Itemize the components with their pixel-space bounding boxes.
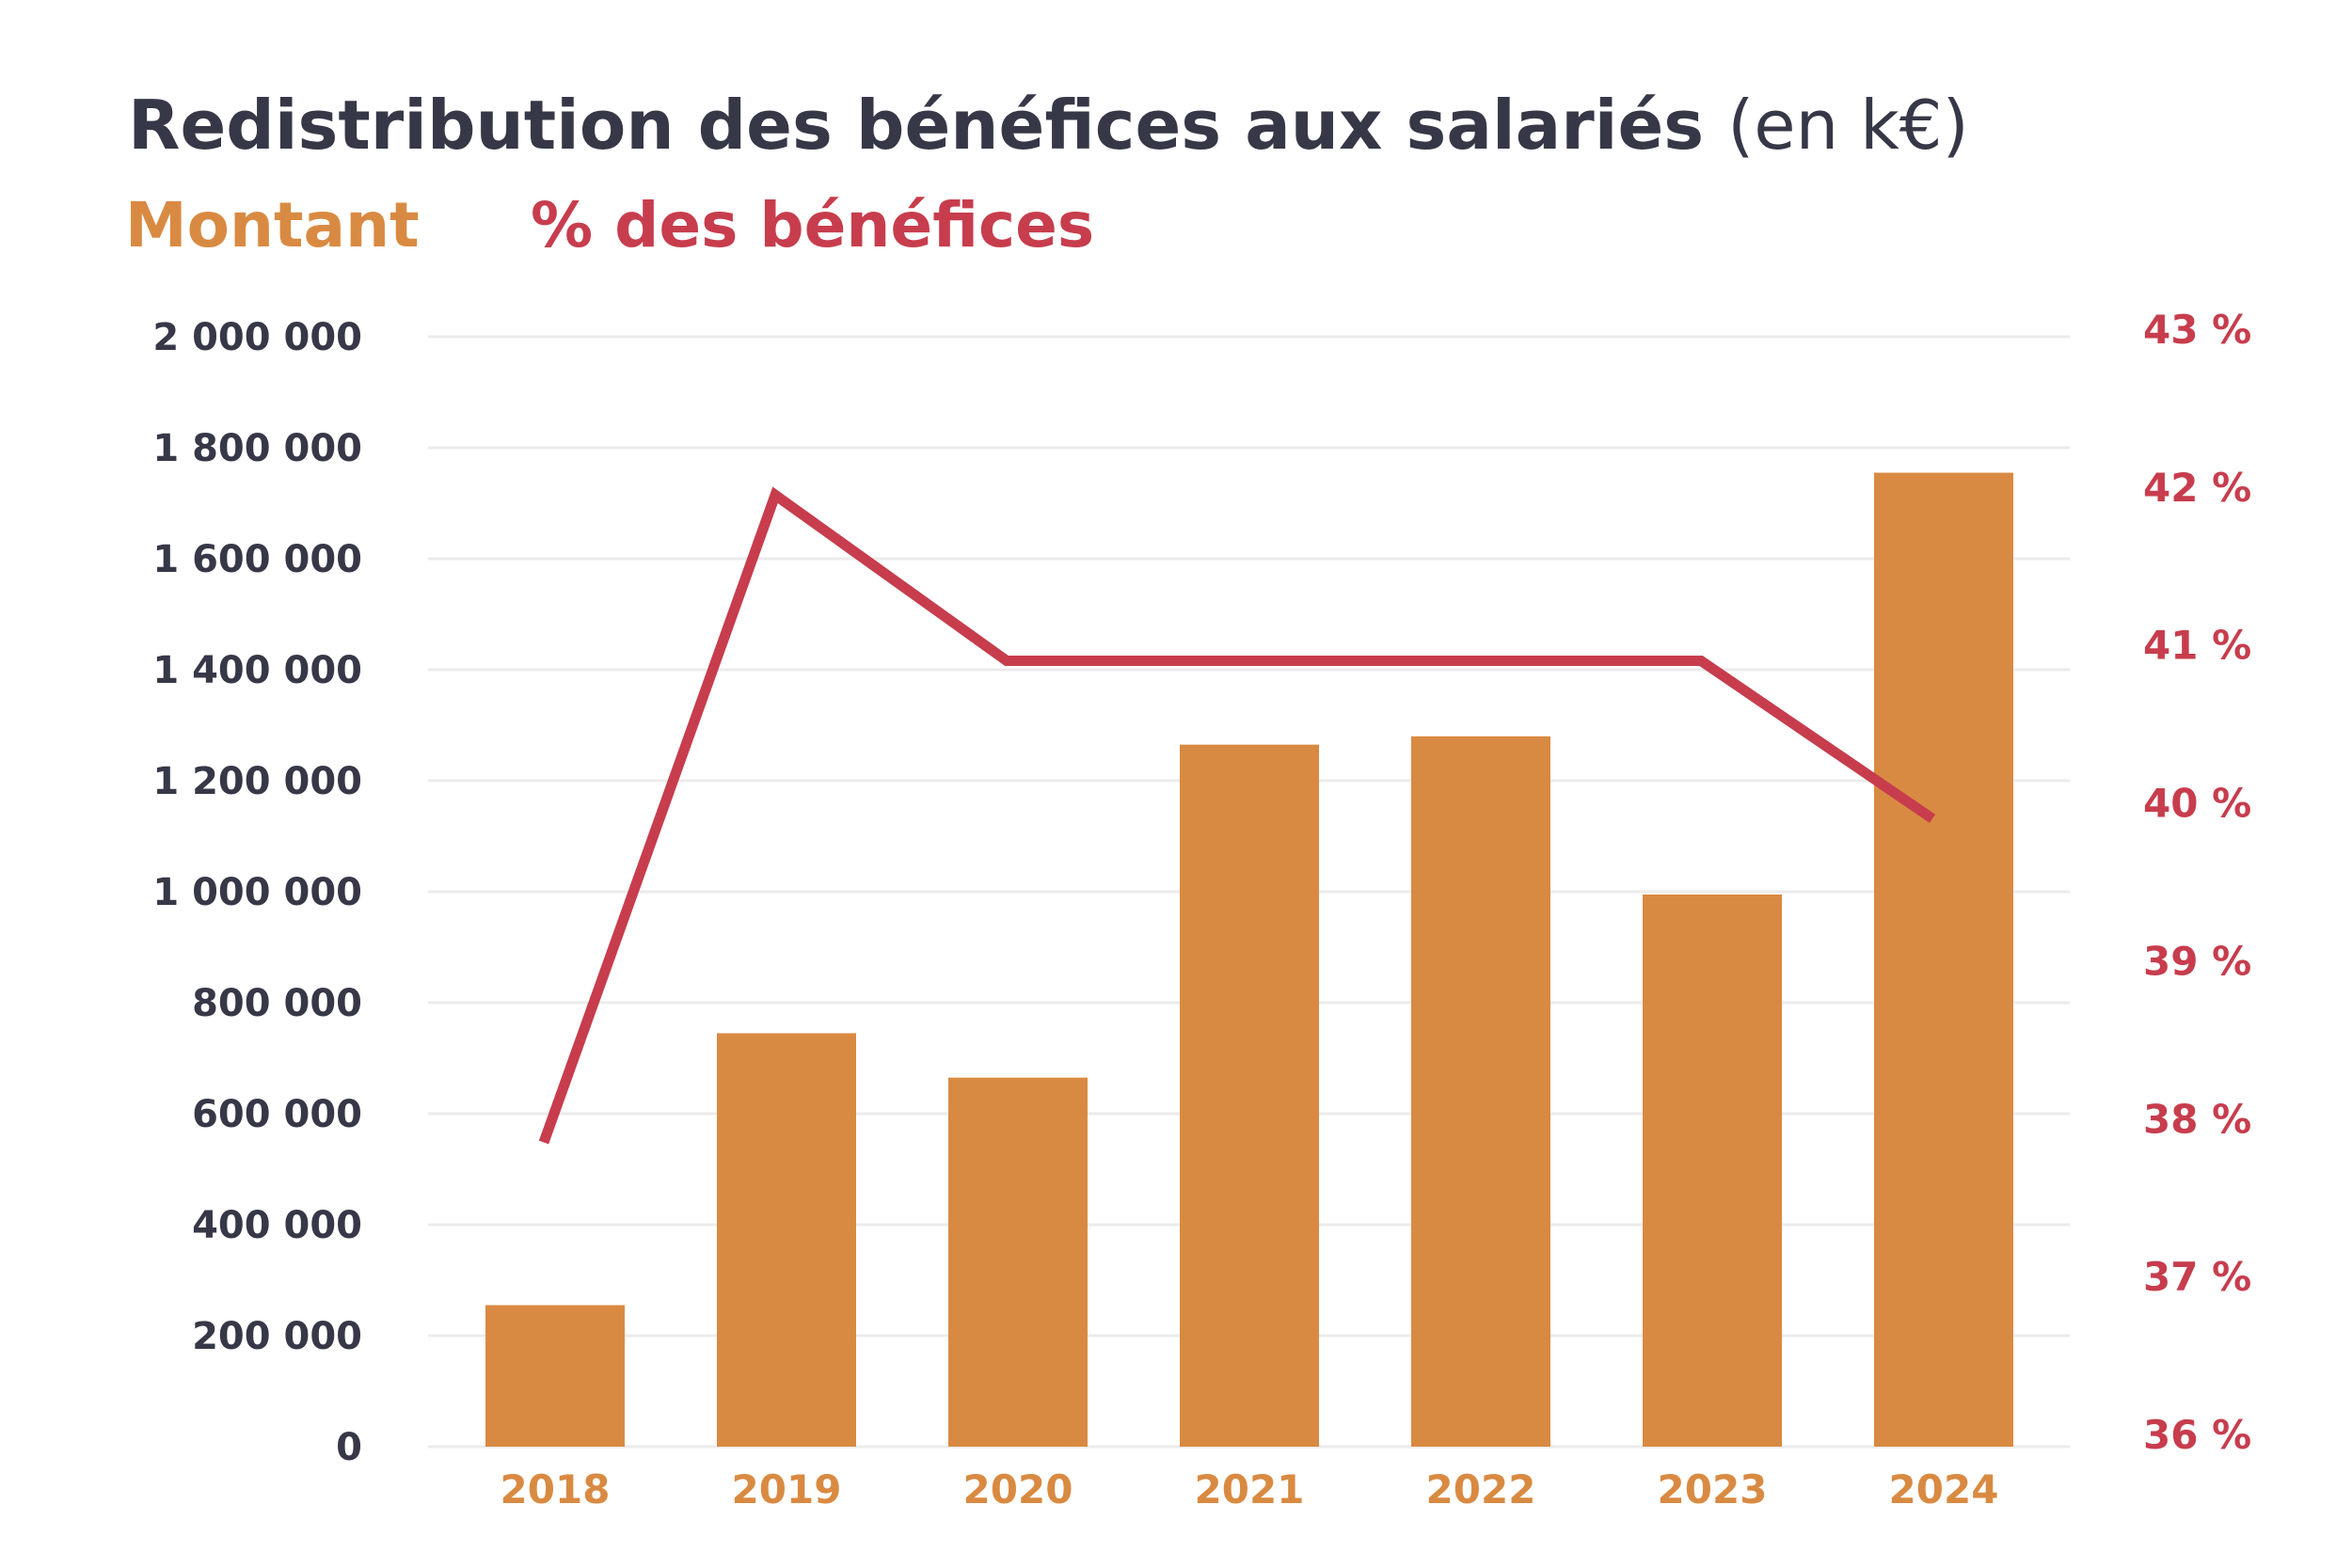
chart-title-unit: (en k€) xyxy=(1727,86,1969,165)
x-tick-label: 2024 xyxy=(1889,1466,1999,1513)
bar-2019 xyxy=(717,1033,856,1447)
y-left-tick-label: 400 000 xyxy=(192,1204,362,1247)
y-left-tick-label: 800 000 xyxy=(192,982,362,1025)
y-left-tick-label: 1 600 000 xyxy=(152,538,362,581)
bar-2021 xyxy=(1180,744,1319,1447)
y-right-tick-label: 43 % xyxy=(2143,307,2251,353)
x-tick-label: 2021 xyxy=(1195,1466,1305,1513)
y-left-tick-label: 1 400 000 xyxy=(152,649,362,692)
y-right-tick-label: 40 % xyxy=(2143,781,2251,827)
y-left-tick-label: 600 000 xyxy=(192,1093,362,1136)
x-tick-label: 2019 xyxy=(732,1466,842,1513)
y-left-tick-label: 1 800 000 xyxy=(152,427,362,470)
x-tick-label: 2020 xyxy=(963,1466,1073,1513)
y-left-tick-label: 2 000 000 xyxy=(152,316,362,359)
chart-title: Redistribution des bénéfices aux salarié… xyxy=(128,83,1969,167)
bar-2018 xyxy=(485,1305,625,1447)
y-left-tick-label: 200 000 xyxy=(192,1315,362,1358)
legend-montant: Montant xyxy=(125,189,420,261)
bar-2024 xyxy=(1874,472,2013,1447)
y-left-tick-label: 1 000 000 xyxy=(152,871,362,914)
legend-percent: % des bénéfices xyxy=(531,189,1095,261)
y-right-tick-label: 41 % xyxy=(2143,623,2251,669)
y-right-tick-label: 42 % xyxy=(2143,465,2251,511)
y-left-tick-label: 0 xyxy=(336,1426,362,1469)
bar-2020 xyxy=(948,1077,1088,1447)
bar-2022 xyxy=(1411,736,1550,1447)
y-right-tick-label: 37 % xyxy=(2143,1254,2251,1300)
x-tick-label: 2022 xyxy=(1426,1466,1536,1513)
bar-2023 xyxy=(1643,894,1782,1447)
y-right-tick-label: 39 % xyxy=(2143,938,2251,984)
x-tick-label: 2018 xyxy=(501,1466,611,1513)
x-tick-label: 2023 xyxy=(1658,1466,1768,1513)
y-right-tick-label: 38 % xyxy=(2143,1096,2251,1142)
y-right-tick-label: 36 % xyxy=(2143,1412,2251,1458)
y-left-tick-label: 1 200 000 xyxy=(152,760,362,803)
chart-title-main: Redistribution des bénéfices aux salarié… xyxy=(128,86,1705,165)
